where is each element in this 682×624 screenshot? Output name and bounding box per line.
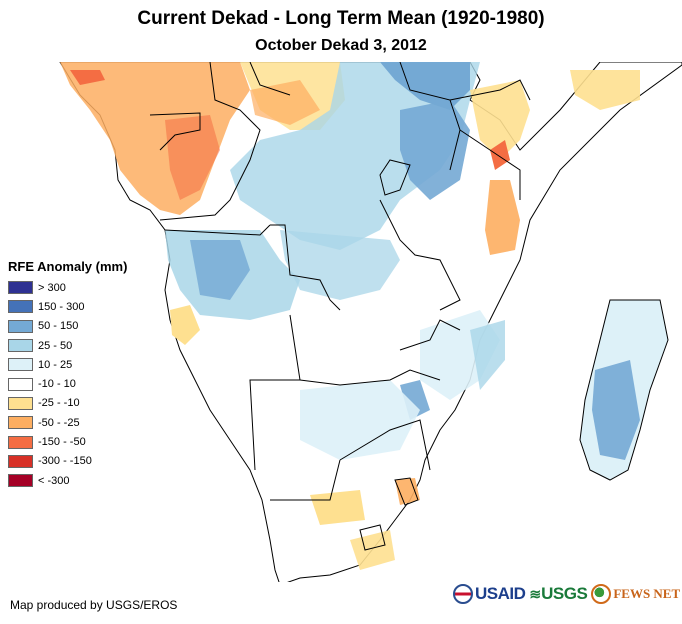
legend-label: > 300 bbox=[38, 281, 66, 294]
legend-label: -25 - -10 bbox=[38, 397, 80, 410]
legend-item: < -300 bbox=[8, 471, 127, 490]
legend-item: -25 - -10 bbox=[8, 394, 127, 413]
legend-label: 150 - 300 bbox=[38, 300, 85, 313]
legend-swatch bbox=[8, 377, 33, 391]
legend-item: 50 - 150 bbox=[8, 317, 127, 336]
legend-swatch bbox=[8, 339, 33, 353]
legend-item: > 300 bbox=[8, 278, 127, 297]
legend-label: -150 - -50 bbox=[38, 436, 86, 449]
country-borders bbox=[149, 62, 531, 551]
anomaly-patches bbox=[60, 62, 640, 570]
map-subtitle: October Dekad 3, 2012 bbox=[255, 37, 427, 54]
legend-label: -50 - -25 bbox=[38, 416, 80, 429]
legend-label: -300 - -150 bbox=[38, 455, 92, 468]
legend-swatch bbox=[8, 358, 33, 372]
legend-swatch bbox=[8, 416, 33, 430]
legend-swatch bbox=[8, 474, 33, 488]
usgs-logo: ≋USGS bbox=[529, 584, 588, 603]
legend-item: -10 - 10 bbox=[8, 374, 127, 393]
legend-label: 10 - 25 bbox=[38, 358, 73, 371]
legend-item: 10 - 25 bbox=[8, 355, 127, 374]
globe-icon bbox=[591, 584, 612, 604]
legend-swatch bbox=[8, 454, 33, 468]
partner-logos: USAID ≋USGS FEWS NET bbox=[453, 584, 680, 604]
legend-label: 25 - 50 bbox=[38, 339, 73, 352]
legend-item: 150 - 300 bbox=[8, 297, 127, 316]
map-title: Current Dekad - Long Term Mean (1920-198… bbox=[137, 8, 545, 29]
usaid-logo: USAID bbox=[453, 584, 526, 604]
legend-item: 25 - 50 bbox=[8, 336, 127, 355]
fews-net-logo: FEWS NET bbox=[591, 584, 680, 604]
legend-swatch bbox=[8, 319, 33, 333]
map-credit: Map produced by USGS/EROS bbox=[10, 598, 178, 612]
legend-swatch bbox=[8, 396, 33, 410]
anomaly-map bbox=[59, 62, 682, 582]
legend-label: < -300 bbox=[38, 474, 70, 487]
legend-swatch bbox=[8, 435, 33, 449]
legend-item: -300 - -150 bbox=[8, 452, 127, 471]
legend-swatch bbox=[8, 281, 33, 295]
legend-swatch bbox=[8, 300, 33, 314]
usaid-seal-icon bbox=[453, 584, 473, 604]
usgs-wave-icon: ≋ bbox=[529, 586, 542, 602]
legend-label: 50 - 150 bbox=[38, 320, 79, 333]
legend-label: -10 - 10 bbox=[38, 378, 76, 391]
legend: RFE Anomaly (mm) > 300 150 - 300 50 - 150 2… bbox=[8, 259, 127, 490]
legend-item: -50 - -25 bbox=[8, 413, 127, 432]
legend-item: -150 - -50 bbox=[8, 432, 127, 451]
legend-title: RFE Anomaly (mm) bbox=[8, 259, 128, 274]
